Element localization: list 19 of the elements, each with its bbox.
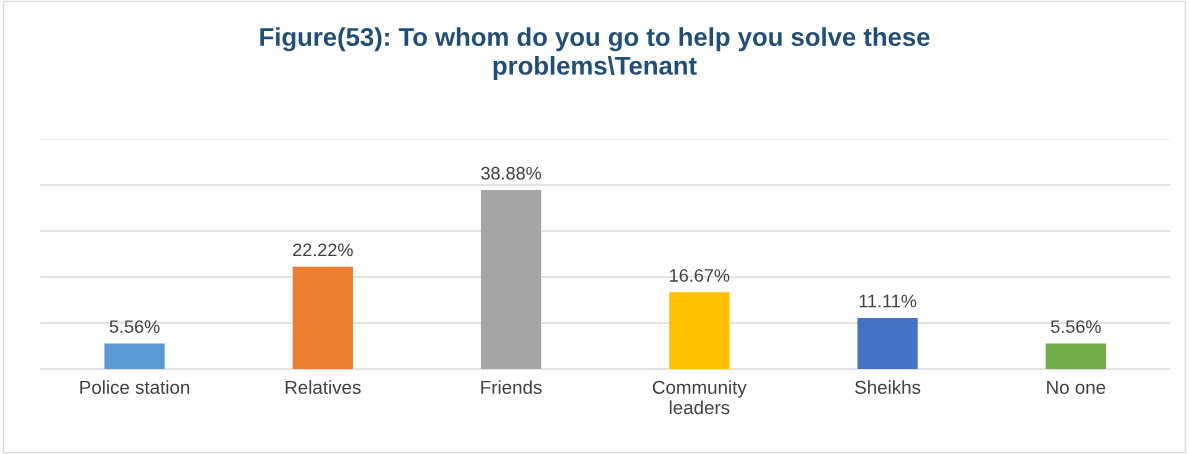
x-tick-label: Community leaders <box>652 380 747 415</box>
bar <box>1045 343 1106 370</box>
bar <box>857 317 918 370</box>
data-label: 22.22% <box>293 243 353 257</box>
x-tick-label: Relatives <box>285 380 361 394</box>
data-label: 38.88% <box>481 166 542 180</box>
data-label: 5.56% <box>1050 320 1101 333</box>
x-tick-label: Sheikhs <box>855 380 921 394</box>
bar <box>669 292 730 370</box>
bar <box>104 343 165 370</box>
x-tick-label: Friends <box>481 380 542 394</box>
bar <box>480 190 542 370</box>
x-tick-label: No one <box>1047 380 1106 394</box>
data-label: 11.11% <box>859 294 917 308</box>
data-label: 16.67% <box>670 269 730 282</box>
bar <box>292 266 353 370</box>
chart-title: Figure(53): To whom do you go to help you solve these problems\Tenant <box>260 27 930 80</box>
data-label: 5.56% <box>109 320 160 333</box>
x-tick-label: Police station <box>80 380 190 394</box>
